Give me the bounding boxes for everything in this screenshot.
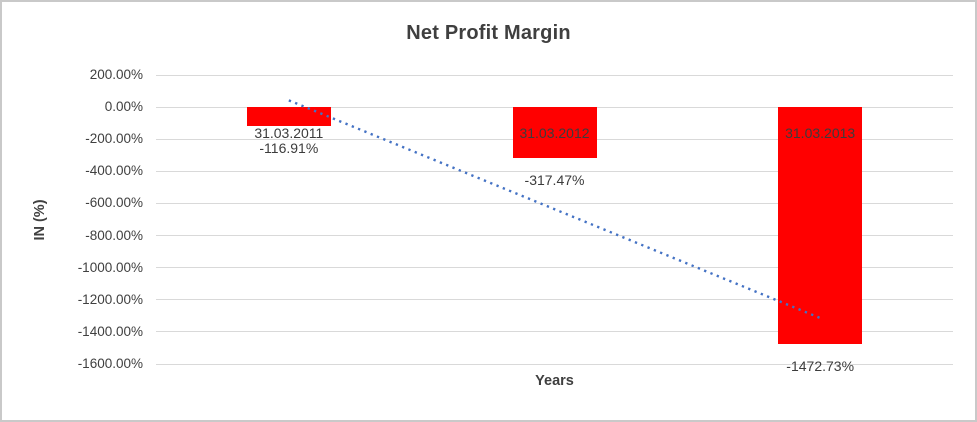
gridline <box>156 363 953 365</box>
x-axis-title: Years <box>535 373 574 389</box>
y-axis-tick-label: -1600.00% <box>77 356 143 371</box>
bar-31.03.2013[interactable] <box>778 107 863 344</box>
y-axis-tick-label: 200.00% <box>89 67 143 82</box>
y-axis-tick-label: -1000.00% <box>77 259 143 275</box>
value-label: -1472.73% <box>786 357 855 374</box>
y-axis-tick-label: -1400.00% <box>77 323 143 339</box>
y-axis-tick-label: -200.00% <box>85 131 143 147</box>
y-axis-tick-label: -1200.00% <box>77 291 143 307</box>
y-axis-tick-label: 0.00% <box>104 99 143 115</box>
gridline <box>156 74 953 76</box>
bar-31.03.2011[interactable] <box>246 107 331 126</box>
y-axis-tick-label: -800.00% <box>85 227 143 243</box>
y-axis-tick-label: -600.00% <box>85 195 143 211</box>
y-axis-title: IN (%) <box>32 199 48 241</box>
y-axis-tick-label: -400.00% <box>85 163 143 179</box>
category-label: 31.03.2012 <box>519 125 590 142</box>
category-label: 31.03.2013 <box>785 125 856 142</box>
value-label: -116.91% <box>259 139 319 156</box>
value-label: -317.47% <box>524 172 585 189</box>
chart-title: Net Profit Margin <box>406 22 571 44</box>
category-label: 31.03.2011 <box>254 125 324 142</box>
gridline <box>156 331 953 333</box>
